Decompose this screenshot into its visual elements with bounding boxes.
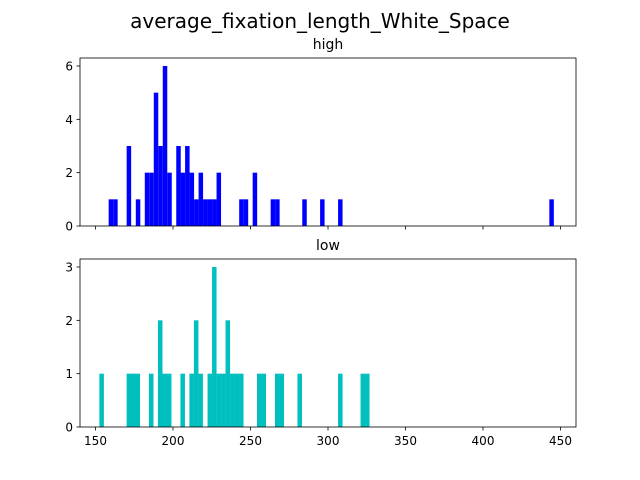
low-bar (207, 373, 213, 427)
low-bar (274, 373, 280, 427)
low-bar (157, 320, 163, 427)
low-bar (148, 373, 154, 427)
high-bar (275, 199, 280, 226)
high-bar (162, 66, 168, 226)
low-ytick-label: 1 (65, 367, 73, 381)
high-ytick-label: 2 (65, 166, 73, 180)
low-bar (180, 373, 185, 427)
low-bar (261, 373, 266, 427)
low-bar (166, 373, 172, 427)
low-bar (212, 267, 217, 427)
high-bar (338, 199, 343, 226)
high-bar (243, 199, 249, 226)
low-bar (360, 373, 366, 427)
low-xtick-label: 250 (239, 434, 262, 448)
low-ytick-label: 3 (65, 261, 73, 275)
low-subplot-title: low (316, 238, 340, 254)
low-xtick-label: 200 (162, 434, 185, 448)
high-bar (212, 199, 217, 226)
low-bar (297, 373, 302, 427)
high-bar (153, 92, 159, 226)
low-bar (338, 373, 343, 427)
high-ytick-label: 4 (65, 113, 73, 127)
low-bar (257, 373, 262, 427)
high-bar (144, 172, 150, 226)
high-bar (135, 199, 141, 226)
high-bar (167, 172, 172, 226)
high-bar (180, 172, 186, 226)
high-ytick-label: 0 (65, 220, 73, 234)
high-bar (108, 199, 114, 226)
high-bar (189, 172, 195, 226)
high-bar (185, 146, 190, 226)
low-ytick-label: 2 (65, 314, 73, 328)
high-bar (270, 199, 276, 226)
low-bar (198, 373, 203, 427)
figure-suptitle: average_fixation_length_White_Space (130, 9, 510, 33)
low-bar (99, 373, 104, 427)
low-xtick-label: 150 (84, 434, 107, 448)
high-bar (320, 199, 325, 226)
low-bar (126, 373, 132, 427)
low-bar (162, 373, 167, 427)
low-ytick-label: 0 (65, 421, 73, 435)
low-bar (131, 373, 136, 427)
low-bar (239, 373, 244, 427)
low-bar (216, 373, 222, 427)
high-bar (158, 146, 163, 226)
low-bar (189, 373, 194, 427)
high-bar (198, 172, 204, 226)
high-bar (176, 146, 181, 226)
high-bar (252, 172, 258, 226)
high-bar (207, 199, 213, 226)
low-bar (135, 373, 140, 427)
low-xtick-label: 350 (394, 434, 417, 448)
low-bar (234, 373, 240, 427)
high-bar (239, 199, 244, 226)
low-bar (365, 373, 370, 427)
high-bar (216, 172, 222, 226)
low-xtick-label: 300 (317, 434, 340, 448)
high-bar (549, 199, 554, 226)
high-ytick-label: 6 (65, 60, 73, 74)
low-xtick-label: 400 (472, 434, 495, 448)
low-bar (221, 373, 226, 427)
low-bar (225, 320, 231, 427)
high-bar (194, 199, 199, 226)
low-xtick-label: 450 (549, 434, 572, 448)
low-bar (193, 320, 199, 427)
low-bar (230, 373, 235, 427)
high-bar (126, 146, 132, 226)
low-bar (279, 373, 284, 427)
high-subplot-title: high (313, 37, 344, 53)
high-bar (203, 199, 208, 226)
low-histogram-panel: low 0 1 2 3 150 200 250 300 350 400 450 (65, 238, 577, 448)
high-bar (113, 199, 118, 226)
high-bar (149, 172, 154, 226)
high-bar (302, 199, 307, 226)
high-histogram-panel: high 0 2 4 6 (65, 37, 577, 234)
